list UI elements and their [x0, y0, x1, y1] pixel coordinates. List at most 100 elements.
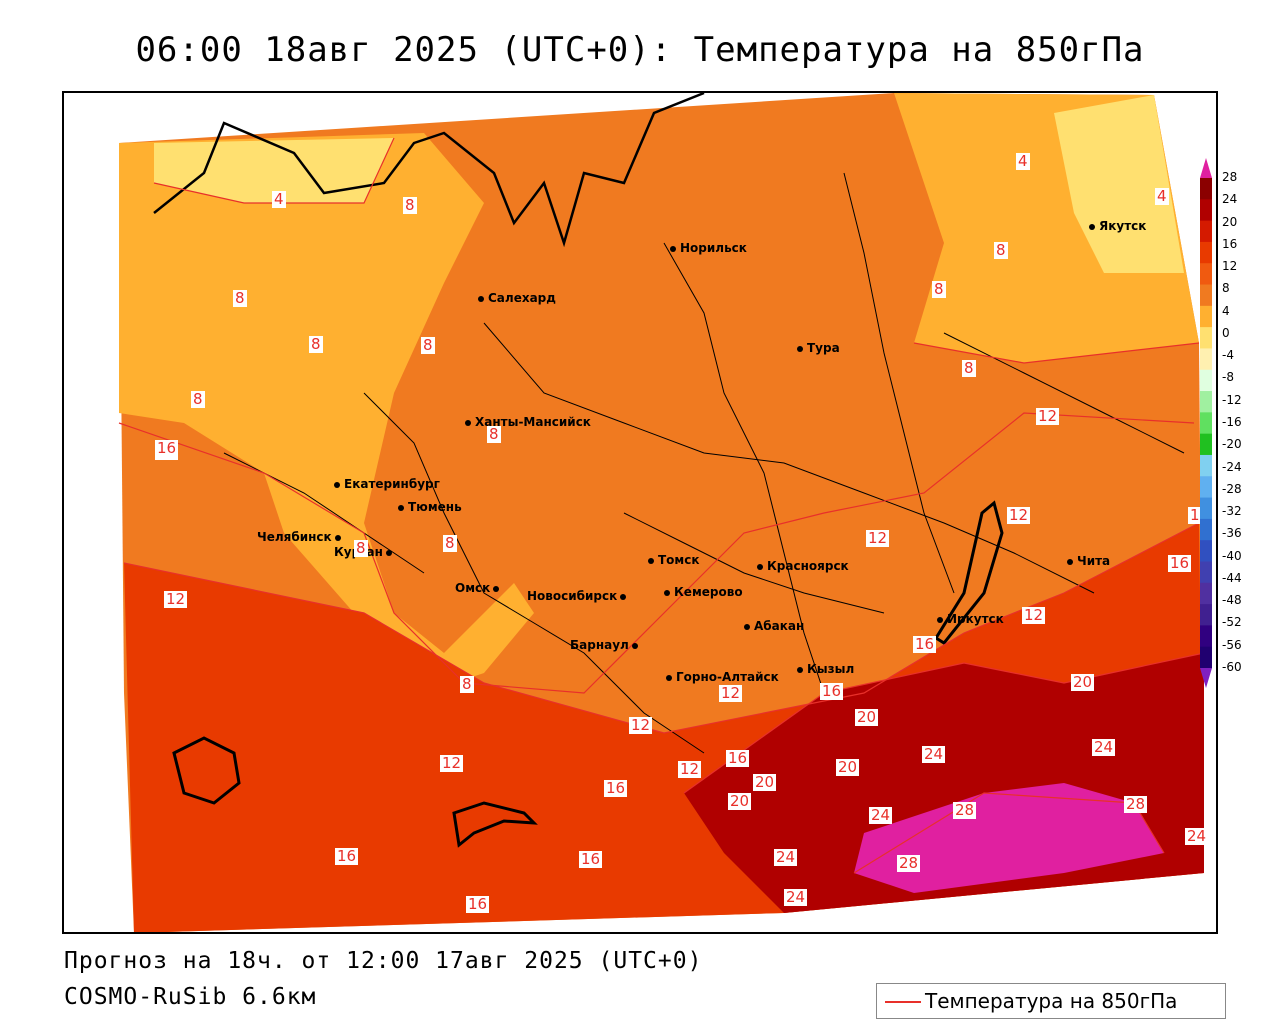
- colorbar-tick-label: -36: [1222, 526, 1242, 541]
- colorbar-swatch: [1200, 582, 1212, 605]
- forecast-info: Прогноз на 18ч. от 12:00 17авг 2025 (UTC…: [64, 948, 703, 974]
- colorbar-tick-label: 4: [1222, 303, 1230, 318]
- contour-label: 8: [443, 534, 457, 552]
- colorbar-tick-label: -44: [1222, 570, 1242, 585]
- city-dot-icon: [334, 534, 341, 541]
- colorbar-tick-label: 12: [1222, 259, 1238, 274]
- city-dot-icon: [666, 674, 672, 681]
- city-dot-icon: [664, 589, 670, 596]
- contour-label: 16: [1168, 554, 1192, 572]
- contour-label: 16: [820, 682, 844, 700]
- city-dot-icon: [631, 642, 638, 649]
- city-dot-icon: [398, 504, 404, 511]
- city-gorno-altaysk: Горно-Алтайск: [666, 670, 779, 684]
- city-kyzyl: Кызыл: [797, 662, 854, 676]
- contour-label: 12: [719, 684, 743, 702]
- chart-title: 06:00 18авг 2025 (UTC+0): Температура на…: [135, 30, 1145, 70]
- city-label: Горно-Алтайск: [676, 670, 779, 684]
- contour-label: 8: [994, 241, 1008, 259]
- contour-label: 16: [335, 847, 359, 865]
- contour-label: 12: [1022, 606, 1046, 624]
- colorbar-tick-label: -32: [1222, 504, 1242, 519]
- contour-label: 20: [753, 773, 777, 791]
- aral-sea: [172, 736, 241, 805]
- contour-label: 16: [155, 439, 179, 457]
- cold-region-north: [154, 138, 394, 203]
- contour-label: 20: [728, 792, 752, 810]
- contour-label: 24: [922, 745, 946, 763]
- contour-label: 4: [1016, 152, 1030, 170]
- legend-line-swatch: [885, 1001, 921, 1003]
- contour-label: 8: [309, 335, 323, 353]
- colorbar-swatch: [1200, 369, 1212, 392]
- city-dot-icon: [744, 623, 750, 630]
- contour-label: 8: [354, 539, 368, 557]
- temperature-map: [118, 93, 1205, 932]
- colorbar: [1200, 158, 1212, 688]
- colorbar-swatch: [1200, 604, 1212, 626]
- city-omsk: Омск: [455, 581, 503, 595]
- contour-label: 16: [726, 749, 750, 767]
- lake-baikal: [933, 500, 1004, 645]
- colorbar-swatch: [1200, 178, 1212, 200]
- colorbar-swatch: [1200, 497, 1212, 520]
- colorbar-swatch: [1200, 646, 1212, 669]
- city-tyumen: Тюмень: [398, 500, 462, 514]
- city-dot-icon: [797, 666, 803, 673]
- model-info: COSMO-RuSib 6.6км: [64, 984, 317, 1010]
- city-dot-icon: [1089, 223, 1095, 230]
- contour-label: 8: [191, 390, 205, 408]
- city-novosibirsk: Новосибирск: [527, 589, 630, 603]
- city-label: Красноярск: [767, 559, 849, 573]
- city-label: Челябинск: [257, 530, 332, 544]
- colorbar-swatch: [1200, 476, 1212, 499]
- colorbar-tick-label: -12: [1222, 392, 1242, 407]
- city-label: Норильск: [680, 241, 747, 255]
- contour-label: 8: [233, 289, 247, 307]
- contour-label: 16: [579, 850, 603, 868]
- city-label: Тура: [807, 341, 840, 355]
- contour-label: 16: [604, 779, 628, 797]
- colorbar-swatch: [1200, 284, 1212, 307]
- contour-label: 8: [932, 280, 946, 298]
- colorbar-swatch: [1200, 518, 1212, 541]
- colorbar-swatch: [1200, 241, 1212, 264]
- city-label: Тюмень: [408, 500, 462, 514]
- colorbar-tick-label: -8: [1222, 370, 1234, 385]
- city-label: Омск: [455, 581, 491, 595]
- cold-region-northeast: [1054, 95, 1184, 273]
- contour-label: 12: [1036, 407, 1060, 425]
- colorbar-tick-label: -28: [1222, 481, 1242, 496]
- contour-label: 24: [869, 806, 893, 824]
- city-dot-icon: [1067, 558, 1073, 565]
- city-label: Иркутск: [947, 612, 1004, 626]
- map-panel: [62, 91, 1218, 934]
- city-dot-icon: [493, 585, 500, 592]
- city-label: Кемерово: [674, 585, 743, 599]
- city-dot-icon: [757, 563, 763, 570]
- city-tura: Тура: [797, 341, 840, 355]
- city-norilsk: Норильск: [670, 241, 747, 255]
- city-irkutsk: Иркутск: [937, 612, 1004, 626]
- city-yekaterinburg: Екатеринбург: [334, 477, 440, 491]
- city-label: Новосибирск: [527, 589, 618, 603]
- contour-label: 16: [466, 895, 490, 913]
- colorbar-swatch: [1200, 625, 1212, 648]
- contour-label: 8: [460, 675, 474, 693]
- contour-label: 28: [953, 801, 977, 819]
- city-dot-icon: [334, 481, 340, 488]
- contour-label: 28: [897, 854, 921, 872]
- contour-label: 24: [774, 848, 798, 866]
- city-yakutsk: Якутск: [1089, 219, 1146, 233]
- city-label: Салехард: [488, 291, 556, 305]
- city-chelyabinsk: Челябинск: [257, 530, 345, 544]
- city-dot-icon: [465, 419, 471, 426]
- colorbar-tick-label: -4: [1222, 348, 1234, 363]
- city-dot-icon: [797, 345, 803, 352]
- legend: Температура на 850гПа: [876, 983, 1226, 1019]
- colorbar-tick-label: 0: [1222, 325, 1230, 340]
- city-label: Барнаул: [570, 638, 629, 652]
- contour-label: 24: [784, 888, 808, 906]
- contour-label: 4: [272, 190, 286, 208]
- colorbar-swatch: [1200, 540, 1212, 562]
